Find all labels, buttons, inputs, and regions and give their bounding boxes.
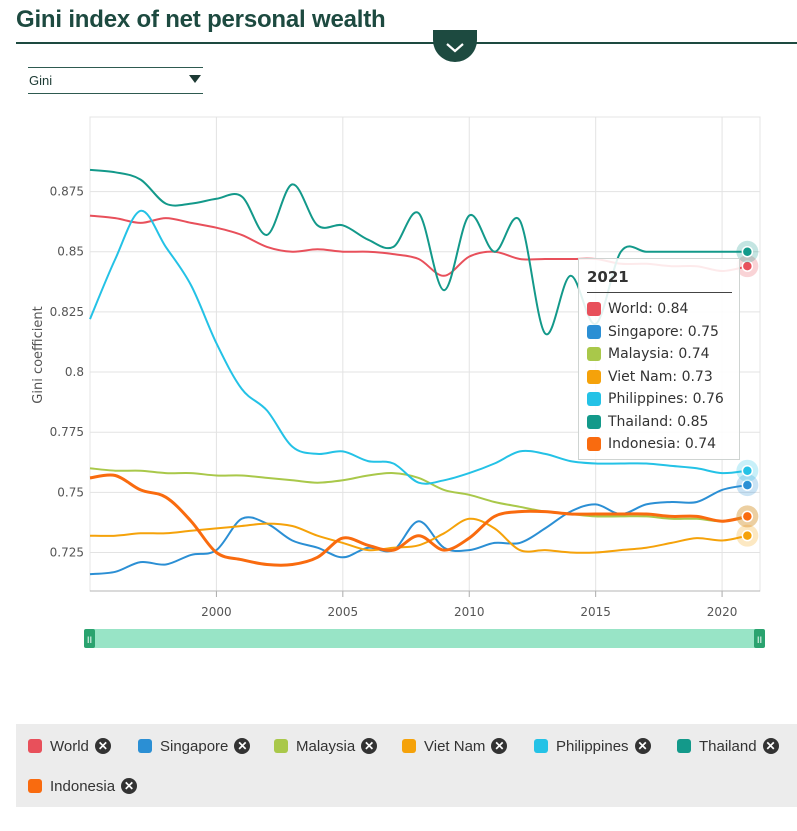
legend-swatch: [677, 739, 691, 753]
legend: World ✕ Singapore ✕ Malaysia ✕ Viet Nam ✕ Ph…: [16, 724, 797, 807]
legend-label: Singapore: [160, 737, 229, 755]
y-tick-label: 0.85: [57, 245, 84, 259]
legend-label: Viet Nam: [424, 737, 486, 755]
tooltip-row-label: Singapore: 0.75: [608, 324, 719, 340]
tooltip-row: World: 0.84: [587, 298, 688, 320]
tooltip-swatch: [587, 392, 601, 406]
tooltip-swatch: [587, 325, 601, 339]
hover-point-viet-nam: [741, 529, 754, 542]
tooltip-swatch: [587, 302, 601, 316]
remove-series-icon[interactable]: ✕: [121, 778, 138, 794]
legend-swatch: [534, 739, 548, 753]
x-tick-label: 2020: [707, 605, 738, 619]
series-lines: [89, 168, 748, 576]
hover-point-indonesia: [741, 510, 754, 523]
hover-markers: [736, 240, 759, 547]
series-line-philippines: [89, 209, 748, 485]
x-tick-label: 2015: [580, 605, 611, 619]
tooltip-row-label: World: 0.84: [608, 301, 689, 317]
hover-point-world: [741, 260, 754, 272]
title-divider: [16, 42, 797, 44]
tooltip-swatch: [587, 437, 601, 451]
tooltip-row: Malaysia: 0.74: [587, 343, 710, 365]
tooltip-swatch: [587, 347, 601, 361]
y-tick-label: 0.875: [50, 185, 84, 199]
legend-label: Malaysia: [296, 737, 356, 755]
remove-series-icon[interactable]: ✕: [234, 738, 251, 754]
y-tick-label: 0.75: [57, 485, 84, 499]
remove-series-icon[interactable]: ✕: [491, 738, 508, 754]
legend-label: Philippines: [556, 737, 629, 755]
y-axis-label: Gini coefficient: [31, 306, 46, 403]
y-tick-label: 0.825: [50, 305, 84, 319]
series-line-thailand: [89, 168, 748, 336]
remove-series-icon[interactable]: ✕: [361, 738, 378, 754]
legend-item-viet-nam[interactable]: Viet Nam ✕: [402, 735, 508, 757]
tooltip-swatch: [587, 415, 601, 429]
legend-swatch: [274, 739, 288, 753]
navigator-handle-right[interactable]: [754, 629, 765, 648]
remove-series-icon[interactable]: ✕: [762, 738, 779, 754]
legend-item-thailand[interactable]: Thailand ✕: [677, 735, 779, 757]
x-tick-label: 2000: [201, 605, 232, 619]
legend-swatch: [28, 779, 42, 793]
tooltip-title: 2021: [587, 268, 629, 286]
series-line-singapore: [89, 484, 748, 576]
tooltip-row-label: Indonesia: 0.74: [608, 436, 717, 452]
tooltip: 2021 World: 0.84 Singapore: 0.75 Malaysi…: [578, 258, 740, 460]
chevron-down-icon: [446, 43, 464, 53]
navigator-handle-left[interactable]: [84, 629, 95, 648]
legend-item-world[interactable]: World ✕: [28, 735, 111, 757]
navigator-range: [87, 629, 763, 648]
legend-swatch: [402, 739, 416, 753]
axes: 0.725 0.75 0.775 0.8 0.825 0.85 0.875 2000 2005 2…: [50, 185, 760, 619]
tooltip-row: Philippines: 0.76: [587, 388, 724, 410]
legend-item-singapore[interactable]: Singapore ✕: [138, 735, 251, 757]
navigator-handle-right-grip: II: [757, 636, 762, 646]
tooltip-row-label: Philippines: 0.76: [608, 391, 724, 407]
series-line-malaysia: [89, 467, 748, 523]
range-navigator[interactable]: II II: [84, 629, 765, 648]
legend-swatch: [28, 739, 42, 753]
legend-swatch: [138, 739, 152, 753]
x-tick-label: 2005: [328, 605, 359, 619]
legend-label: Indonesia: [50, 777, 116, 795]
y-tick-label: 0.8: [65, 365, 84, 379]
tooltip-row: Singapore: 0.75: [587, 321, 719, 343]
page-title: Gini index of net personal wealth: [16, 6, 386, 33]
tooltip-row-label: Thailand: 0.85: [608, 414, 709, 430]
hover-point-thailand: [741, 245, 754, 258]
legend-item-malaysia[interactable]: Malaysia ✕: [274, 735, 378, 757]
legend-item-philippines[interactable]: Philippines ✕: [534, 735, 651, 757]
remove-series-icon[interactable]: ✕: [634, 738, 651, 754]
x-tick-label: 2010: [454, 605, 485, 619]
tooltip-row-label: Viet Nam: 0.73: [608, 369, 713, 385]
legend-label: Thailand: [699, 737, 757, 755]
legend-label: World: [50, 737, 89, 755]
tooltip-swatch: [587, 370, 601, 384]
y-tick-label: 0.775: [50, 425, 84, 439]
tooltip-row: Viet Nam: 0.73: [587, 366, 713, 388]
legend-item-indonesia[interactable]: Indonesia ✕: [28, 775, 138, 797]
indicator-select-value: Gini: [29, 73, 53, 88]
series-line-indonesia: [89, 473, 748, 567]
hover-point-philippines: [741, 464, 754, 477]
tooltip-row-label: Malaysia: 0.74: [608, 346, 710, 362]
tooltip-row: Thailand: 0.85: [587, 411, 708, 433]
hover-point-singapore: [741, 479, 754, 491]
caret-down-icon: [189, 75, 201, 83]
y-tick-label: 0.725: [50, 546, 84, 560]
tooltip-row: Indonesia: 0.74: [587, 433, 716, 455]
navigator-handle-left-grip: II: [87, 636, 92, 646]
tooltip-divider: [587, 292, 732, 293]
remove-series-icon[interactable]: ✕: [94, 738, 111, 754]
indicator-select[interactable]: Gini: [28, 67, 203, 94]
